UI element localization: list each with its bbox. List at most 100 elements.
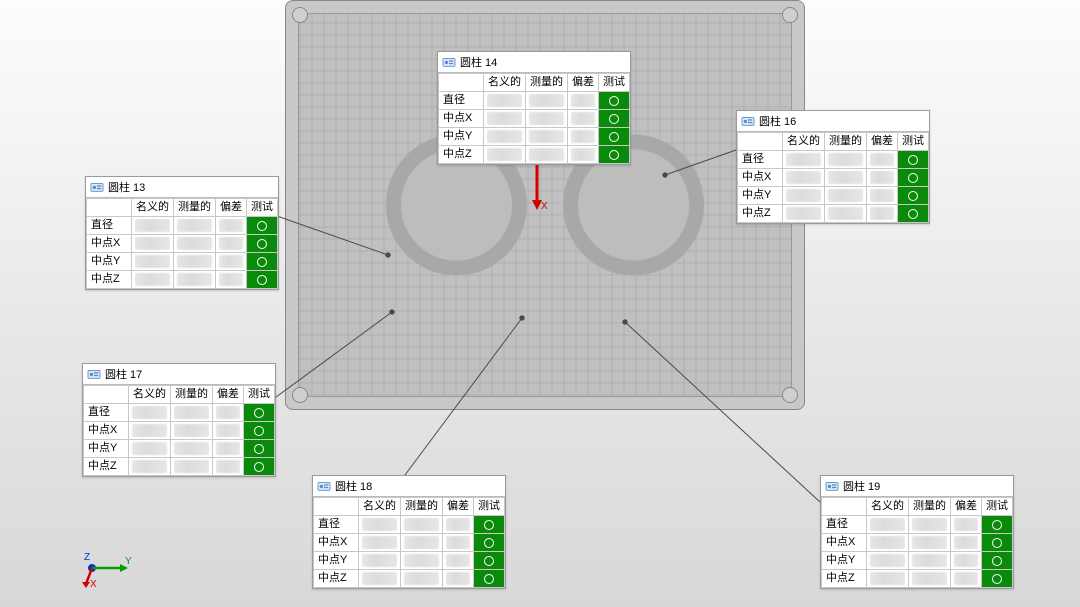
table-row: 中点X... bbox=[84, 422, 275, 440]
blurred-value: . bbox=[171, 440, 213, 458]
blurred-value: . bbox=[867, 534, 909, 552]
status-cell bbox=[599, 92, 630, 110]
blurred-value: . bbox=[401, 552, 443, 570]
callout-title-bar[interactable]: 圆柱 16 bbox=[737, 111, 929, 132]
row-label: 中点Z bbox=[439, 146, 484, 164]
callout-title: 圆柱 16 bbox=[759, 113, 796, 129]
callout-title-bar[interactable]: 圆柱 17 bbox=[83, 364, 275, 385]
status-cell bbox=[982, 570, 1013, 588]
blurred-value: . bbox=[174, 217, 216, 235]
table-row: 直径... bbox=[87, 217, 278, 235]
blurred-value: . bbox=[568, 92, 599, 110]
row-label: 直径 bbox=[439, 92, 484, 110]
status-cell bbox=[474, 516, 505, 534]
svg-text:X: X bbox=[90, 579, 97, 588]
measurement-callout-c16[interactable]: 圆柱 16 名义的 测量的 偏差 测试 直径...中点X...中点Y...中点Z… bbox=[736, 110, 930, 224]
blurred-value: . bbox=[132, 253, 174, 271]
table-row: 中点Z... bbox=[84, 458, 275, 476]
blurred-value: . bbox=[174, 235, 216, 253]
callout-title-bar[interactable]: 圆柱 19 bbox=[821, 476, 1013, 497]
blurred-value: . bbox=[171, 404, 213, 422]
status-cell bbox=[982, 552, 1013, 570]
table-row: 中点Y... bbox=[87, 253, 278, 271]
model-hole bbox=[782, 387, 798, 403]
table-row: 直径... bbox=[822, 516, 1013, 534]
blurred-value: . bbox=[951, 552, 982, 570]
blurred-value: . bbox=[174, 253, 216, 271]
row-label: 中点X bbox=[439, 110, 484, 128]
blurred-value: . bbox=[484, 146, 526, 164]
svg-text:Z: Z bbox=[84, 552, 90, 563]
table-row: 中点X... bbox=[439, 110, 630, 128]
blurred-value: . bbox=[951, 516, 982, 534]
blurred-value: . bbox=[132, 217, 174, 235]
table-row: 中点X... bbox=[87, 235, 278, 253]
blurred-value: . bbox=[401, 516, 443, 534]
table-row: 直径... bbox=[84, 404, 275, 422]
svg-text:Y: Y bbox=[125, 556, 132, 567]
blurred-value: . bbox=[216, 217, 247, 235]
table-row: 直径... bbox=[738, 151, 929, 169]
table-row: 中点Y... bbox=[822, 552, 1013, 570]
measurement-callout-c19[interactable]: 圆柱 19 名义的 测量的 偏差 测试 直径...中点X...中点Y...中点Z… bbox=[820, 475, 1014, 589]
status-cell bbox=[474, 570, 505, 588]
status-cell bbox=[599, 146, 630, 164]
table-row: 直径... bbox=[439, 92, 630, 110]
blurred-value: . bbox=[216, 235, 247, 253]
model-hole bbox=[782, 7, 798, 23]
row-label: 直径 bbox=[822, 516, 867, 534]
blurred-value: . bbox=[526, 110, 568, 128]
measurement-callout-c14[interactable]: 圆柱 14 名义的 测量的 偏差 测试 直径...中点X...中点Y...中点Z… bbox=[437, 51, 631, 165]
callout-table: 名义的 测量的 偏差 测试 直径...中点X...中点Y...中点Z... bbox=[737, 132, 929, 223]
row-label: 直径 bbox=[87, 217, 132, 235]
blurred-value: . bbox=[484, 128, 526, 146]
blurred-value: . bbox=[783, 169, 825, 187]
row-label: 中点Z bbox=[87, 271, 132, 289]
table-row: 中点X... bbox=[738, 169, 929, 187]
callout-title: 圆柱 18 bbox=[335, 478, 372, 494]
status-cell bbox=[247, 271, 278, 289]
measurement-callout-c17[interactable]: 圆柱 17 名义的 测量的 偏差 测试 直径...中点X...中点Y...中点Z… bbox=[82, 363, 276, 477]
status-cell bbox=[474, 552, 505, 570]
measurement-callout-c13[interactable]: 圆柱 13 名义的 测量的 偏差 测试 直径...中点X...中点Y...中点Z… bbox=[85, 176, 279, 290]
row-label: 直径 bbox=[738, 151, 783, 169]
row-label: 中点X bbox=[738, 169, 783, 187]
callout-title-bar[interactable]: 圆柱 13 bbox=[86, 177, 278, 198]
feature-icon bbox=[90, 181, 104, 193]
callout-table: 名义的 测量的 偏差 测试 直径...中点X...中点Y...中点Z... bbox=[438, 73, 630, 164]
blurred-value: . bbox=[401, 570, 443, 588]
model-hole bbox=[292, 387, 308, 403]
blurred-value: . bbox=[129, 404, 171, 422]
blurred-value: . bbox=[174, 271, 216, 289]
status-cell bbox=[244, 404, 275, 422]
blurred-value: . bbox=[951, 534, 982, 552]
status-cell bbox=[898, 205, 929, 223]
table-row: 中点Z... bbox=[87, 271, 278, 289]
callout-title-bar[interactable]: 圆柱 18 bbox=[313, 476, 505, 497]
blurred-value: . bbox=[443, 552, 474, 570]
table-row: 中点Z... bbox=[439, 146, 630, 164]
blurred-value: . bbox=[359, 552, 401, 570]
blurred-value: . bbox=[526, 128, 568, 146]
blurred-value: . bbox=[129, 422, 171, 440]
table-row: 中点Y... bbox=[84, 440, 275, 458]
blurred-value: . bbox=[129, 440, 171, 458]
status-cell bbox=[247, 217, 278, 235]
callout-table: 名义的 测量的 偏差 测试 直径...中点X...中点Y...中点Z... bbox=[821, 497, 1013, 588]
feature-icon bbox=[825, 480, 839, 492]
blurred-value: . bbox=[568, 110, 599, 128]
status-cell bbox=[898, 151, 929, 169]
blurred-value: . bbox=[867, 187, 898, 205]
blurred-value: . bbox=[213, 440, 244, 458]
status-cell bbox=[247, 235, 278, 253]
row-label: 中点Y bbox=[439, 128, 484, 146]
measurement-callout-c18[interactable]: 圆柱 18 名义的 测量的 偏差 测试 直径...中点X...中点Y...中点Z… bbox=[312, 475, 506, 589]
world-csys-icon: Z Y X bbox=[80, 538, 140, 588]
table-row: 中点Z... bbox=[314, 570, 505, 588]
blurred-value: . bbox=[216, 271, 247, 289]
blurred-value: . bbox=[526, 146, 568, 164]
blurred-value: . bbox=[783, 151, 825, 169]
row-label: 中点Y bbox=[84, 440, 129, 458]
blurred-value: . bbox=[359, 534, 401, 552]
callout-title-bar[interactable]: 圆柱 14 bbox=[438, 52, 630, 73]
